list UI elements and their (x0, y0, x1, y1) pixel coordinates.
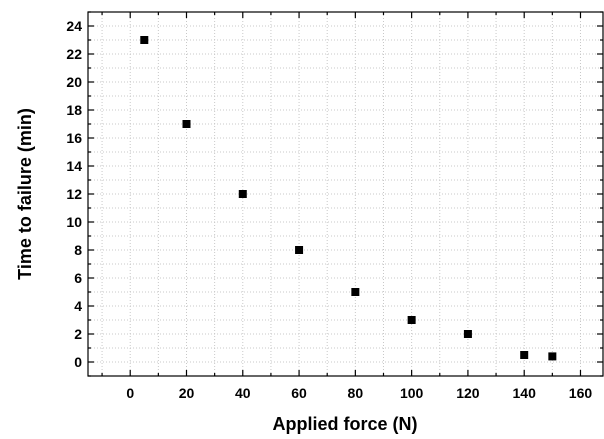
data-point (182, 120, 191, 128)
data-point (520, 351, 529, 359)
x-tick-label: 0 (126, 385, 134, 401)
tick-labels: 0 20 40 60 80 100 120 140 1600246810121416182022… (66, 18, 592, 401)
data-point (548, 352, 557, 361)
y-tick-label: 0 (74, 354, 82, 370)
y-tick-label: 18 (66, 102, 82, 118)
data-point (407, 316, 416, 324)
y-tick-label: 20 (66, 74, 82, 90)
y-tick-label: 14 (66, 158, 82, 174)
y-tick-label: 12 (66, 186, 82, 202)
y-tick-label: 22 (66, 46, 82, 62)
data-point (351, 288, 360, 296)
y-tick-label: 24 (66, 18, 82, 34)
data-point (238, 190, 247, 198)
x-tick-label: 120 (456, 385, 480, 401)
y-tick-label: 16 (66, 130, 82, 146)
data-points (140, 36, 557, 361)
grid (88, 11, 603, 377)
x-tick-label: 20 (179, 385, 195, 401)
axis-ticks (88, 11, 603, 377)
y-tick-label: 2 (74, 326, 82, 342)
plot-frame (87, 11, 604, 377)
data-point (295, 246, 304, 254)
y-tick-label: 6 (74, 270, 82, 286)
y-tick-label: 8 (74, 242, 82, 258)
y-tick-label: 10 (66, 214, 82, 230)
x-tick-label: 160 (569, 385, 593, 401)
y-tick-label: 4 (74, 298, 82, 314)
x-tick-label: 100 (400, 385, 424, 401)
x-tick-label: 80 (348, 385, 364, 401)
data-point (463, 330, 472, 338)
y-axis-title: Time to failure (min) (15, 108, 35, 280)
x-tick-label: 60 (291, 385, 307, 401)
x-tick-label: 40 (235, 385, 251, 401)
data-point (140, 36, 149, 44)
x-tick-label: 140 (513, 385, 537, 401)
x-axis-title: Applied force (N) (272, 414, 417, 434)
